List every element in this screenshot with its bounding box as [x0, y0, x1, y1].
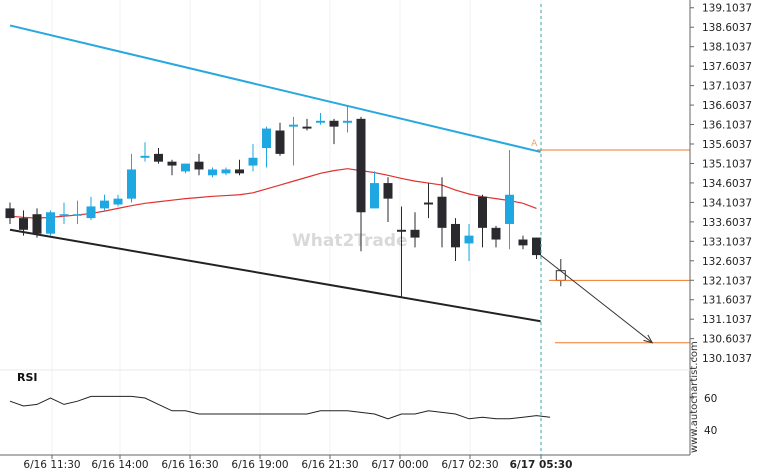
pattern-point-a: A: [531, 139, 538, 149]
candle-body: [86, 206, 96, 219]
candle-body: [100, 200, 109, 209]
y-tick-label: 131.6037: [702, 295, 752, 307]
watermark: What2Trade: [292, 231, 408, 251]
candle-body: [46, 212, 55, 234]
candle-body: [410, 229, 420, 238]
candle-body: [518, 239, 528, 246]
candle-body: [19, 218, 28, 230]
moving-average-layer: [9, 168, 537, 219]
y-tick-label: 130.1037: [702, 353, 752, 365]
y-tick-label: 137.6037: [702, 61, 752, 73]
candle-body: [505, 194, 514, 224]
candle-body: [343, 120, 352, 123]
y-tick-label: 138.6037: [702, 22, 752, 34]
x-tick-label: 6/16 16:30: [161, 459, 218, 471]
candle-body: [221, 169, 231, 174]
y-tick-label: 132.1037: [702, 275, 752, 287]
candle-body: [59, 214, 69, 216]
candle-body: [113, 198, 123, 205]
candle-body: [437, 196, 447, 228]
x-tick-label: 6/16 11:30: [23, 459, 80, 471]
candle-body: [275, 130, 285, 154]
candle-body: [356, 118, 366, 213]
projection-arrow-line: [540, 254, 653, 344]
y-tick-label: 133.1037: [702, 236, 752, 248]
x-tick-label: 6/16 19:00: [231, 459, 288, 471]
candle-body: [383, 183, 393, 199]
rsi-tick-label: 60: [704, 393, 717, 405]
candle-body: [316, 120, 325, 123]
moving-average-line: [9, 168, 537, 219]
y-tick-label: 134.6037: [702, 178, 752, 190]
candle-body: [329, 120, 339, 127]
y-tick-label: 131.1037: [702, 314, 752, 326]
rsi-tick-label: 40: [704, 425, 717, 437]
candle-body: [424, 202, 433, 205]
y-tick-label: 132.6037: [702, 256, 752, 268]
support-line: [9, 228, 541, 323]
projection-arrow-head: [643, 334, 654, 344]
candle-body: [370, 183, 379, 209]
rsi-panel: RSI 60 40: [0, 369, 717, 437]
y-tick-label: 135.6037: [702, 139, 752, 151]
candle-body: [167, 161, 177, 166]
candle-body: [464, 235, 474, 244]
candle-body: [491, 227, 501, 240]
x-tick-label: 6/16 21:30: [301, 459, 358, 471]
rsi-line: [9, 395, 551, 420]
candle-body: [127, 169, 136, 199]
candle-body: [478, 196, 487, 228]
y-tick-label: 134.1037: [702, 197, 752, 209]
candle-body: [289, 124, 298, 127]
y-tick-label: 139.1037: [702, 3, 752, 15]
candle-body: [32, 214, 42, 234]
candle-body: [451, 223, 460, 248]
y-tick-label: 133.6037: [702, 217, 752, 229]
candle-body: [397, 229, 406, 232]
candle-body: [235, 169, 244, 174]
y-tick-label: 138.1037: [702, 42, 752, 54]
candle-body: [302, 126, 312, 129]
projected-candle-body: [555, 270, 566, 281]
x-tick-label: 6/17 02:30: [441, 459, 498, 471]
rsi-label: RSI: [17, 371, 38, 384]
x-tick-label: 6/17 05:30: [510, 459, 573, 471]
candle-body: [5, 208, 15, 219]
trendline-layer: [9, 24, 541, 323]
candle-body: [181, 163, 190, 172]
candles-layer: [5, 105, 566, 298]
y-tick-label: 136.1037: [702, 120, 752, 132]
target-levels-layer: A: [531, 139, 690, 344]
candle-body: [532, 237, 541, 256]
candle-body: [140, 155, 150, 158]
y-tick-label: 137.1037: [702, 81, 752, 93]
grid-layer: [51, 0, 542, 455]
y-tick-label: 136.6037: [702, 100, 752, 112]
x-tick-label: 6/16 14:00: [91, 459, 148, 471]
brand-text: www.autochartist.com: [689, 341, 700, 453]
y-tick-label: 135.1037: [702, 158, 752, 170]
resistance-line: [9, 24, 541, 153]
candle-body: [154, 153, 163, 162]
x-tick-label: 6/17 00:00: [371, 459, 428, 471]
candle-body: [262, 128, 271, 149]
candle-body: [73, 214, 82, 216]
candle-body: [194, 161, 204, 170]
candle-body: [248, 157, 258, 166]
candle-body: [208, 169, 217, 176]
y-tick-label: 130.6037: [702, 334, 752, 346]
